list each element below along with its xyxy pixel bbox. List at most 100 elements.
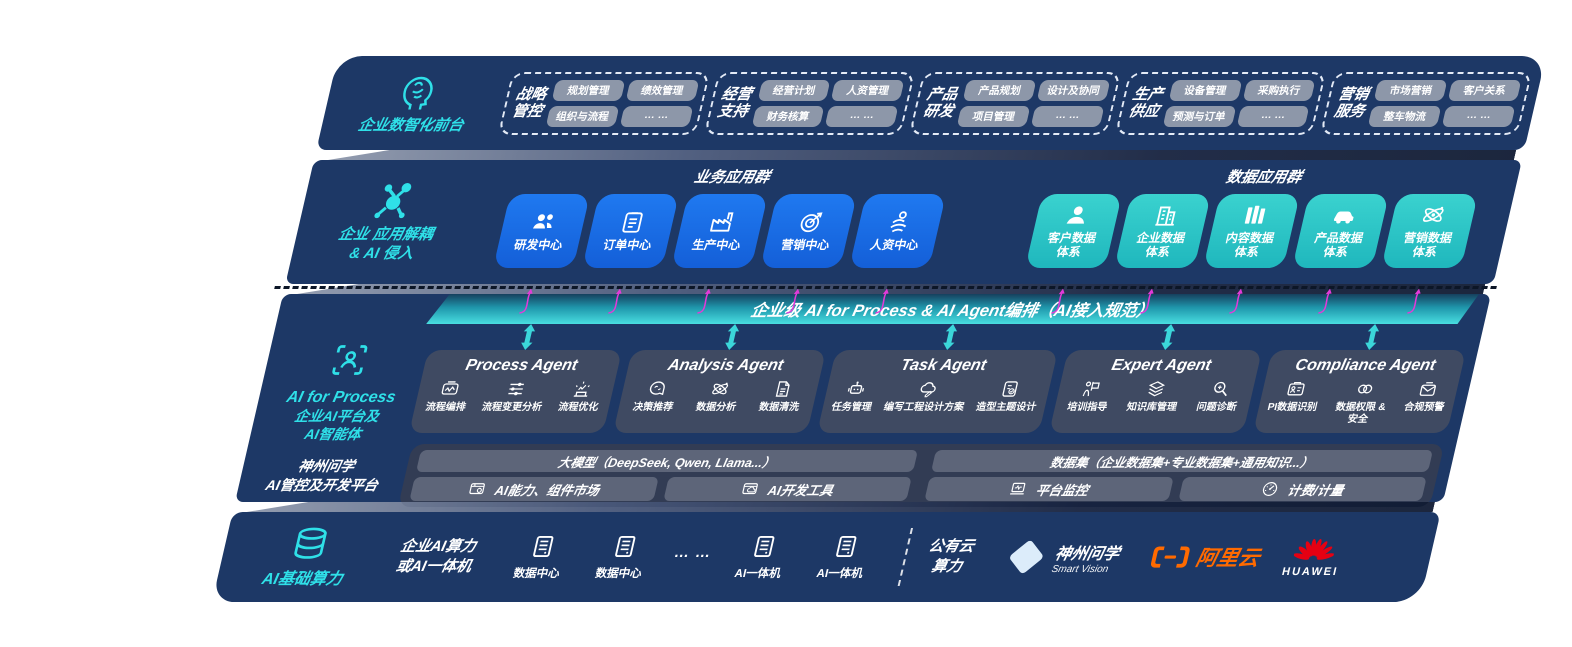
server-icon bbox=[747, 533, 780, 560]
tile-hr-center: 人资中心 bbox=[849, 194, 947, 268]
team-icon bbox=[528, 209, 560, 235]
band-digital-front: 企业数智化前台 战略 管控 规划管理 绩效管理 组织与流程 … … 经营 支持 经营… bbox=[316, 56, 1547, 150]
document-clean-icon bbox=[771, 379, 796, 399]
front-label: 企业数智化前台 bbox=[356, 116, 466, 134]
pill: 组织与流程 bbox=[545, 105, 620, 127]
tile-rd-center: 研发中心 bbox=[493, 194, 591, 268]
pill: 采购执行 bbox=[1242, 79, 1316, 101]
cell-platform-monitor: 平台监控 bbox=[924, 477, 1174, 501]
teal-double-arrow bbox=[516, 324, 540, 350]
ai-rail: AI for Process 企业AI平台及 AI智能体 bbox=[255, 342, 430, 443]
agent-analysis: Analysis Agent 决策推荐 数据分析 数据清洗 bbox=[613, 350, 827, 433]
pill: 设备管理 bbox=[1168, 79, 1243, 101]
pill: … … bbox=[1030, 105, 1105, 127]
car-icon bbox=[1328, 202, 1360, 228]
robot-icon bbox=[844, 379, 869, 399]
aliyun-logo bbox=[1148, 544, 1194, 570]
tile-marketing-data: 营销数据 体系 bbox=[1381, 194, 1479, 268]
enterprise-compute-label: 企业AI算力 或AI一体机 bbox=[394, 537, 478, 575]
band-app-decoupling: 企业 应用解耦 & AI 侵入 业务应用群 研发中心 订单中心 bbox=[285, 160, 1522, 284]
pill: 项目管理 bbox=[956, 105, 1031, 127]
teal-double-arrow bbox=[720, 324, 744, 350]
brain-head-icon bbox=[393, 71, 445, 113]
pill: 规划管理 bbox=[551, 79, 626, 101]
design-card-icon bbox=[998, 379, 1023, 399]
node-datacenter-2: 数据中心 bbox=[594, 533, 651, 581]
pill: … … bbox=[1441, 105, 1516, 127]
sliders-icon bbox=[504, 379, 529, 399]
pill: 预测与订单 bbox=[1162, 105, 1237, 127]
band-ai-platform: 企业级 AI for Process & AI Agent编排（AI接入规范） … bbox=[235, 286, 1497, 507]
ellipsis: … … bbox=[672, 543, 714, 561]
pill: 产品规划 bbox=[962, 79, 1037, 101]
platform-label: 神州问学 AI管控及开发平台 bbox=[264, 457, 380, 493]
cell-ai-market: AI能力、组件市场 bbox=[409, 477, 659, 501]
pill: 客户关系 bbox=[1447, 79, 1522, 101]
group-operation: 经营 支持 经营计划 人资管理 财务核算 … … bbox=[703, 71, 916, 135]
server-icon bbox=[526, 533, 559, 560]
teal-double-arrow bbox=[1156, 324, 1180, 350]
model-group: 大模型（DeepSeek, Qwen, Llama...） AI能力、组件市场 … bbox=[409, 450, 919, 501]
teal-double-arrow bbox=[1360, 324, 1384, 350]
chat-advise-icon bbox=[645, 379, 670, 399]
group-marketing: 营销 服务 市场营销 客户关系 整车物流 … … bbox=[1320, 71, 1533, 135]
rings-icon bbox=[1352, 379, 1377, 399]
tile-content-data: 内容数据 体系 bbox=[1203, 194, 1301, 268]
group-product: 产品 研发 产品规划 设计及协同 项目管理 … … bbox=[909, 71, 1122, 135]
agent-compliance: Compliance Agent PI数据识别 数据权限 & 安全 合规预警 bbox=[1252, 350, 1467, 433]
training-icon bbox=[1079, 379, 1104, 399]
optimize-icon bbox=[570, 379, 595, 399]
cell-metering: 计费/计量 bbox=[1177, 477, 1427, 501]
user-icon bbox=[1061, 202, 1093, 228]
group-strategy: 战略 管控 规划管理 绩效管理 组织与流程 … … bbox=[497, 71, 711, 135]
id-card-icon bbox=[1284, 379, 1309, 399]
apps-rail: 企业 应用解耦 & AI 侵入 bbox=[285, 160, 492, 284]
person-wave-icon bbox=[884, 209, 916, 235]
layers-icon bbox=[1144, 379, 1169, 399]
front-rail: 企业数智化前台 bbox=[320, 71, 513, 136]
atom-icon bbox=[708, 379, 733, 399]
market-icon bbox=[466, 480, 488, 498]
target-icon bbox=[795, 209, 827, 235]
smart-vision-logo bbox=[1001, 536, 1053, 578]
devtools-icon bbox=[739, 480, 761, 498]
business-app-cluster: 业务应用群 研发中心 订单中心 生产中心 bbox=[467, 166, 974, 284]
agent-task: Task Agent 任务管理 编写工程设计方案 造型主题设计 bbox=[817, 350, 1058, 433]
vendor-huawei: HUAWEI bbox=[1281, 536, 1347, 578]
public-cloud-label: 公有云 算力 bbox=[927, 537, 976, 575]
cell-ai-devtools: AI开发工具 bbox=[662, 477, 912, 501]
person-scan-icon bbox=[328, 342, 372, 378]
node-datacenter-1: 数据中心 bbox=[512, 533, 569, 581]
dataset-header: 数据集（企业数据集+专业数据集+通用知识...） bbox=[930, 450, 1434, 472]
node-ai-appliance-1: AI一体机 bbox=[733, 533, 790, 581]
books-icon bbox=[1239, 202, 1271, 228]
tile-product-data: 产品数据 体系 bbox=[1292, 194, 1390, 268]
dataset-group: 数据集（企业数据集+专业数据集+通用知识...） 平台监控 计费/计量 bbox=[924, 450, 1434, 501]
gauge-icon bbox=[1259, 480, 1281, 498]
infra-label: AI基础算力 bbox=[260, 571, 345, 588]
platform-row: 神州问学 AI管控及开发平台 大模型（DeepSeek, Qwen, Llama.… bbox=[242, 444, 1445, 507]
tile-customer-data: 客户数据 体系 bbox=[1025, 194, 1123, 268]
clipboard-icon bbox=[617, 209, 649, 235]
pill: 整车物流 bbox=[1368, 105, 1442, 127]
cloud-pen-icon bbox=[916, 379, 941, 399]
pill: … … bbox=[1236, 105, 1310, 127]
molecule-icon bbox=[368, 180, 420, 222]
dashed-divider bbox=[897, 528, 914, 586]
factory-icon bbox=[706, 209, 738, 235]
flow-chart-icon bbox=[437, 379, 462, 399]
database-icon bbox=[287, 525, 334, 563]
huawei-logo bbox=[1291, 536, 1338, 566]
model-header: 大模型（DeepSeek, Qwen, Llama...） bbox=[415, 450, 919, 472]
atom-icon bbox=[1417, 202, 1449, 228]
pill: 市场营销 bbox=[1374, 79, 1448, 101]
data-app-cluster: 数据应用群 客户数据 体系 企业数据 体系 内容数据 体系 bbox=[999, 166, 1506, 284]
monitor-icon bbox=[1007, 480, 1029, 498]
building-icon bbox=[1150, 202, 1182, 228]
band-infrastructure: AI基础算力 企业AI算力 或AI一体机 数据中心 数据中心 … … AI一体机 … bbox=[211, 512, 1441, 602]
pill: 绩效管理 bbox=[625, 79, 700, 101]
pill: … … bbox=[825, 105, 899, 127]
tile-order-center: 订单中心 bbox=[582, 194, 680, 268]
teal-double-arrow bbox=[938, 324, 962, 350]
tile-marketing-center: 营销中心 bbox=[760, 194, 858, 268]
